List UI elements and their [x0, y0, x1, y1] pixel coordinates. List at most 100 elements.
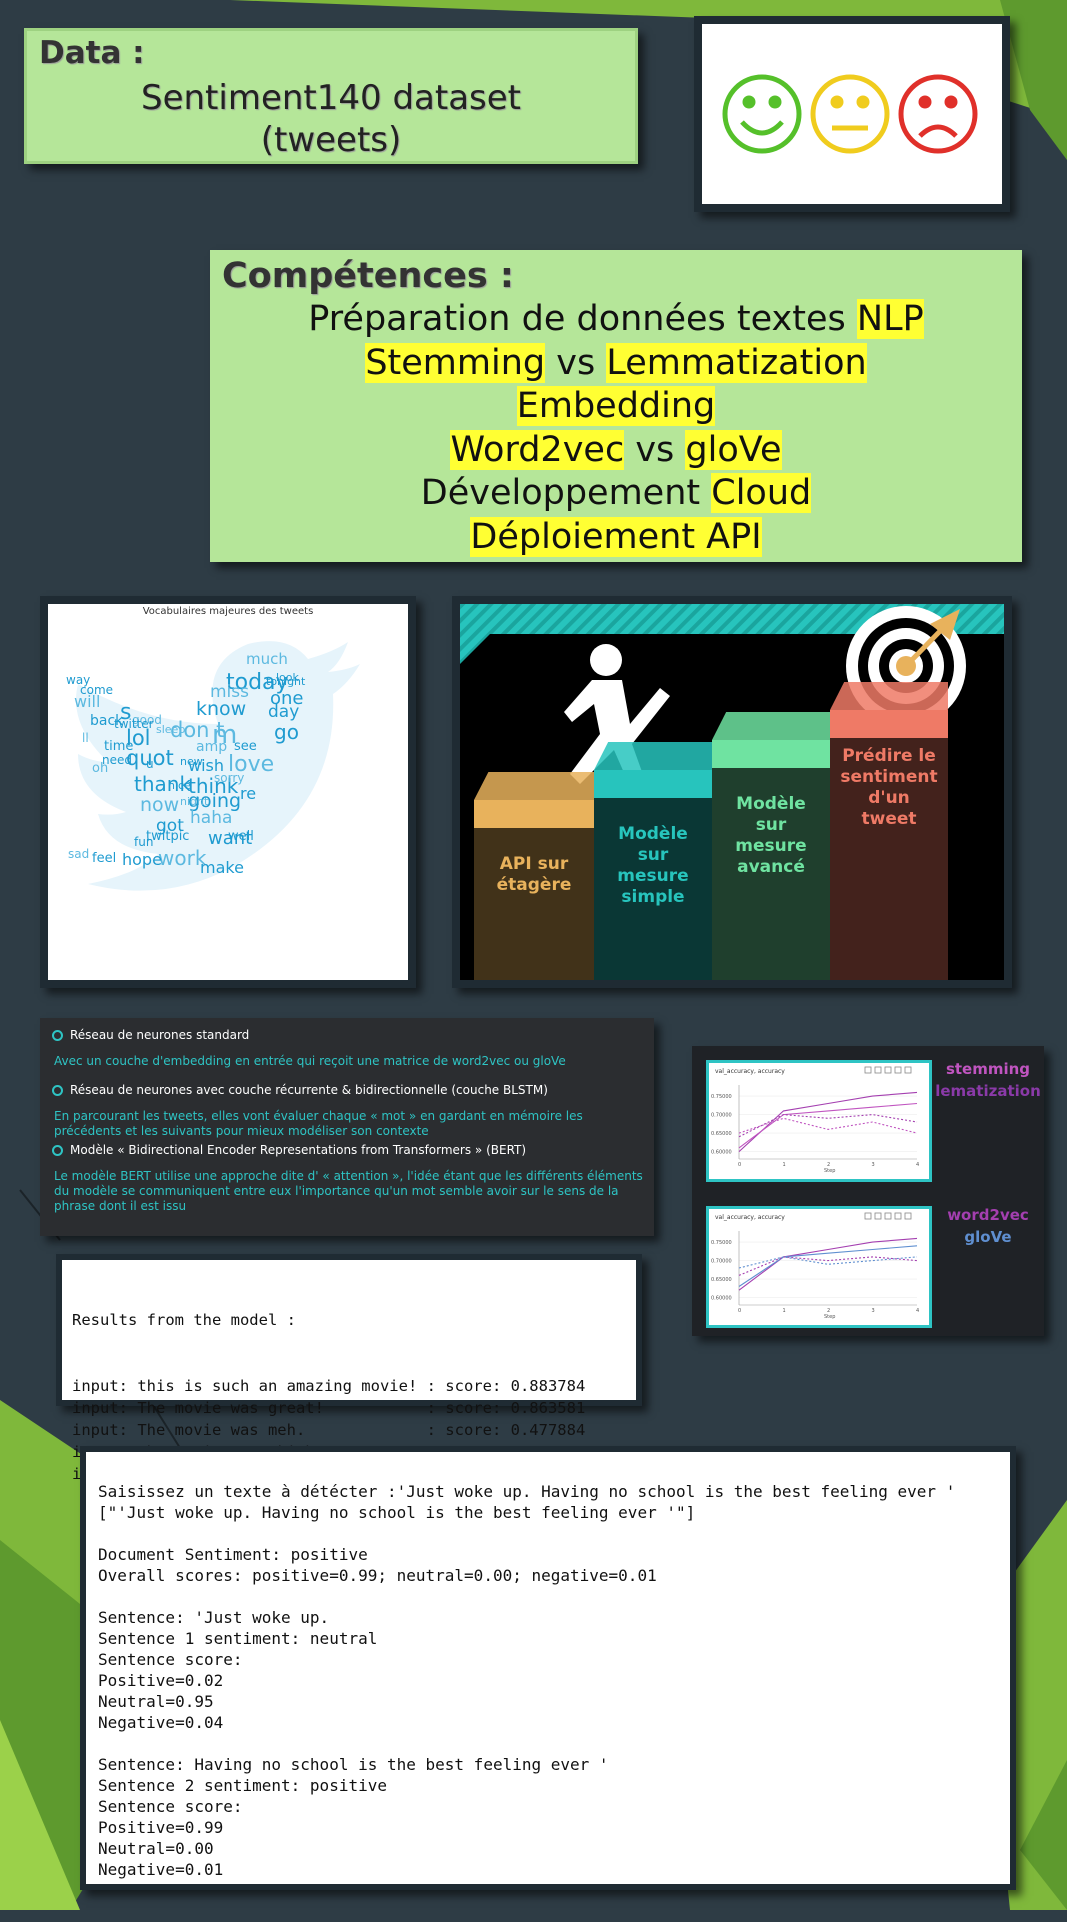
- cloud-word: love: [228, 752, 275, 777]
- cloud-word: need: [102, 753, 132, 767]
- sentence1-positive: Positive=0.02: [98, 1671, 224, 1690]
- sentence1-text: Sentence: 'Just woke up.: [98, 1608, 330, 1627]
- series-line: [738, 1091, 918, 1153]
- result-score: score: 0.883784: [445, 1377, 586, 1395]
- sentence2-negative: Negative=0.01: [98, 1860, 224, 1879]
- x-tick-label: 0: [738, 1308, 741, 1314]
- cloud-word: go: [274, 720, 299, 744]
- cloud-word: come: [80, 683, 114, 697]
- sentence2-positive: Positive=0.99: [98, 1818, 224, 1837]
- neutral-face-icon: [810, 74, 890, 154]
- cloud-word: good: [132, 713, 162, 727]
- sentence1-score-label: Sentence score:: [98, 1650, 243, 1669]
- competences-label: Compétences :: [222, 256, 514, 296]
- cloud-word: sorry: [214, 771, 245, 785]
- y-tick-label: 0.75000: [711, 1240, 732, 1246]
- chart-tool-icon[interactable]: [874, 1066, 882, 1074]
- cloud-word: feel: [92, 851, 117, 866]
- wordcloud-panel: Vocabulaires majeures des tweets today mu…: [40, 596, 416, 988]
- chart-tool-icon[interactable]: [904, 1212, 912, 1220]
- prompt-line: Saisissez un texte à détécter :'Just wok…: [98, 1482, 956, 1501]
- chart-tool-icon[interactable]: [864, 1212, 872, 1220]
- cloud-word: oh: [92, 761, 109, 776]
- chart2-legend: word2vec gloVe: [932, 1206, 1044, 1246]
- nn-standard-text: Avec un couche d'embedding en entrée qui…: [54, 1054, 566, 1068]
- twitter-bird-shape: [76, 641, 360, 891]
- roadmap-steps-panel: API sur étagère Modèle sur mesure simple M…: [452, 596, 1012, 988]
- cloud-word: look: [276, 671, 299, 684]
- step-top-4: [830, 682, 948, 710]
- sentence2-text: Sentence: Having no school is the best f…: [98, 1755, 609, 1774]
- dataset-line1: Sentiment140 dataset: [141, 78, 521, 118]
- result-row: input: The movie was meh. : score: 0.477…: [72, 1419, 626, 1441]
- step-top-2: [594, 742, 712, 770]
- cloud-word: today: [226, 670, 289, 695]
- x-tick-label: 4: [916, 1162, 919, 1168]
- document-sentiment: Document Sentiment: positive: [98, 1545, 368, 1564]
- cloud-word: night: [180, 795, 209, 808]
- cloud-word: see: [234, 739, 257, 754]
- nn-blstm-heading: Réseau de neurones avec couche récurrent…: [50, 1083, 644, 1097]
- legend-word2vec: word2vec: [947, 1206, 1029, 1224]
- chart-tool-icon[interactable]: [874, 1212, 882, 1220]
- chart-tool-icon[interactable]: [904, 1066, 912, 1074]
- overall-scores: Overall scores: positive=0.99; neutral=0…: [98, 1566, 657, 1585]
- x-tick-label: 3: [872, 1162, 875, 1168]
- cloud-word: time: [104, 739, 134, 754]
- happy-face-icon: [722, 74, 802, 154]
- result-input: input: The movie was great! :: [72, 1399, 436, 1417]
- model-results-panel: Results from the model : input: this is …: [56, 1254, 642, 1483]
- series-line: [738, 1237, 918, 1291]
- results-header: Results from the model :: [72, 1311, 296, 1329]
- data-panel: Data : Sentiment140 dataset (tweets): [24, 28, 638, 164]
- step-label-2: Modèle sur mesure simple: [617, 824, 689, 907]
- cloud-word: miss: [210, 682, 249, 702]
- sentence2-neutral: Neutral=0.00: [98, 1839, 214, 1858]
- result-row: input: this is such an amazing movie! : …: [72, 1375, 626, 1397]
- x-tick-label: 1: [783, 1162, 786, 1168]
- series-line: [738, 1114, 918, 1138]
- chart-tool-icon[interactable]: [864, 1066, 872, 1074]
- result-input: input: this is such an amazing movie! :: [72, 1377, 436, 1395]
- cloud-word: ll: [82, 731, 89, 745]
- x-axis-label: Step: [824, 1314, 835, 1320]
- cloud-word: know: [196, 698, 247, 720]
- x-tick-label: 4: [916, 1308, 919, 1314]
- cloud-word: well: [228, 829, 254, 844]
- cloud-word: s: [120, 700, 132, 725]
- cloud-word: nice: [168, 779, 191, 792]
- legend-lematization: lematization: [935, 1082, 1041, 1100]
- cloud-word: new: [180, 755, 203, 768]
- nn-standard-heading: Réseau de neurones standard: [50, 1028, 644, 1042]
- chart-tool-icon[interactable]: [884, 1212, 892, 1220]
- cloud-word: tonight: [266, 675, 306, 688]
- series-line: [738, 1245, 918, 1287]
- cloud-word: m: [212, 720, 238, 750]
- chart-tool-icon[interactable]: [884, 1066, 892, 1074]
- y-tick-label: 0.65000: [711, 1131, 732, 1137]
- chart-tool-icon[interactable]: [894, 1066, 902, 1074]
- sentence1-sentiment: Sentence 1 sentiment: neutral: [98, 1629, 378, 1648]
- y-tick-label: 0.70000: [711, 1113, 732, 1119]
- word2vec-glove-chart: val_accuracy, accuracy 0.75000 0.70000 0.65…: [706, 1206, 932, 1328]
- chart-title: val_accuracy, accuracy: [715, 1068, 785, 1075]
- sentence1-neutral: Neutral=0.95: [98, 1692, 214, 1711]
- cloud-word: sad: [68, 847, 90, 861]
- sad-face-icon: [898, 74, 978, 154]
- chart-tool-icon[interactable]: [894, 1212, 902, 1220]
- sentence2-sentiment: Sentence 2 sentiment: positive: [98, 1776, 387, 1795]
- cloud-word: quot: [126, 746, 174, 770]
- step-label-3: Modèle sur mesure avancé: [735, 794, 807, 877]
- cloud-word: back: [90, 713, 124, 729]
- series-line: [738, 1256, 918, 1276]
- x-tick-label: 2: [827, 1162, 830, 1168]
- dataset-line2: (tweets): [260, 120, 402, 160]
- x-tick-label: 3: [872, 1308, 875, 1314]
- sentiment-faces-panel: [694, 16, 1010, 212]
- result-row: input: The movie was great! : score: 0.8…: [72, 1397, 626, 1419]
- chart1-legend: stemming lematization: [932, 1060, 1044, 1100]
- cloud-word: amp: [196, 739, 228, 755]
- cloud-word: got: [156, 816, 184, 836]
- series-line: [738, 1102, 918, 1149]
- cloud-word: u: [146, 757, 154, 771]
